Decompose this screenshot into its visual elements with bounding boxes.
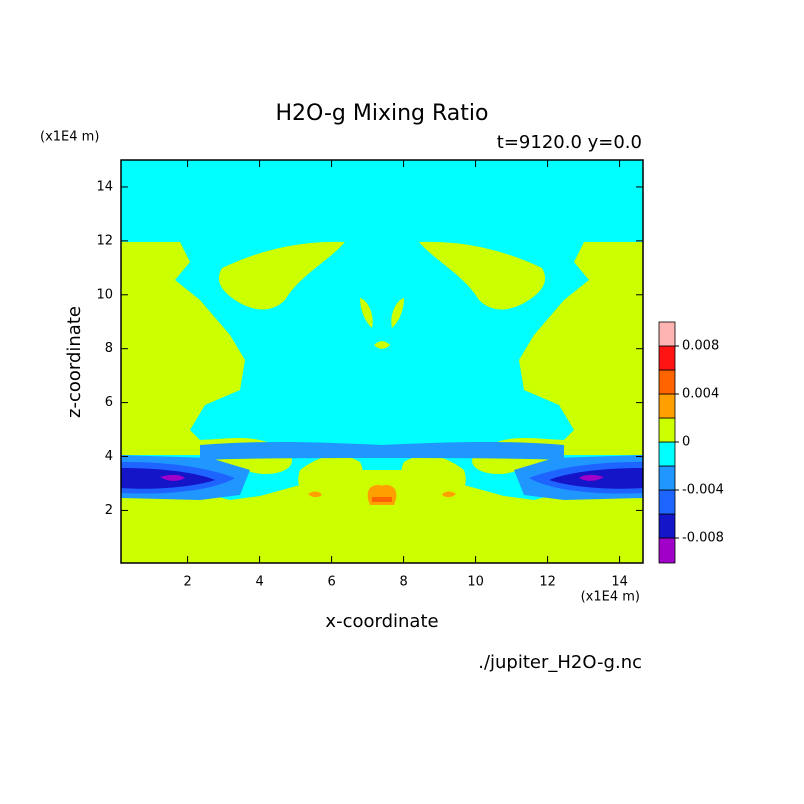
x-tick-label: 4 (255, 575, 263, 590)
contour-region (419, 241, 546, 310)
colorbar-tick-label: 0.008 (682, 339, 719, 354)
x-tick-label: 12 (539, 575, 556, 590)
colorbar-box (658, 441, 676, 467)
colorbar-box (658, 537, 676, 564)
x-tick-label: 10 (467, 575, 484, 590)
y-tick-label: 14 (96, 179, 113, 194)
contour-region (160, 474, 185, 481)
colorbar-tick-label: -0.004 (682, 483, 724, 498)
contour-region (360, 298, 373, 328)
contour-region (401, 455, 466, 500)
contour-region (200, 441, 382, 460)
colorbar-tick-label: -0.008 (682, 531, 724, 546)
colorbar-box (658, 369, 676, 395)
y-tick-label: 4 (105, 449, 113, 464)
contour-region (218, 241, 345, 310)
x-tick-label: 6 (327, 575, 335, 590)
contour-region (298, 455, 363, 500)
chart-subtitle: t=9120.0 y=0.0 (497, 132, 642, 153)
contour-field (121, 160, 643, 563)
y-tick-label: 6 (105, 395, 113, 410)
x-unit: (x1E4 m) (581, 590, 640, 605)
colorbar-box (658, 513, 676, 539)
colorbar-box (658, 321, 676, 347)
contour-region (121, 242, 245, 455)
contour-region (374, 341, 389, 349)
contour-region (442, 491, 456, 498)
contour-region (391, 298, 404, 328)
colorbar-box (658, 489, 676, 515)
y-tick-label: 10 (96, 287, 113, 302)
chart-title: H2O-g Mixing Ratio (276, 101, 489, 126)
plot-frame (120, 159, 644, 564)
colorbar-box (658, 345, 676, 371)
contour-region (519, 242, 643, 455)
colorbar-box (658, 417, 676, 443)
y-axis-label: z-coordinate (64, 306, 85, 418)
contour-region (308, 491, 322, 498)
colorbar-box (658, 465, 676, 491)
x-axis-label: x-coordinate (325, 611, 438, 632)
contour-region (382, 497, 392, 502)
y-unit: (x1E4 m) (40, 130, 99, 145)
y-tick-label: 2 (105, 503, 113, 518)
x-tick-label: 8 (399, 575, 407, 590)
x-tick-label: 14 (611, 575, 628, 590)
x-tick-label: 2 (183, 575, 191, 590)
source-label: ./jupiter_H2O-g.nc (478, 652, 642, 673)
contour-region (372, 497, 382, 502)
colorbar-tick-label: 0 (682, 435, 690, 450)
contour-region (579, 474, 604, 481)
y-tick-label: 8 (105, 341, 113, 356)
contour-region (382, 441, 564, 460)
y-tick-label: 12 (96, 233, 113, 248)
colorbar-box (658, 393, 676, 419)
colorbar-tick-label: 0.004 (682, 387, 719, 402)
